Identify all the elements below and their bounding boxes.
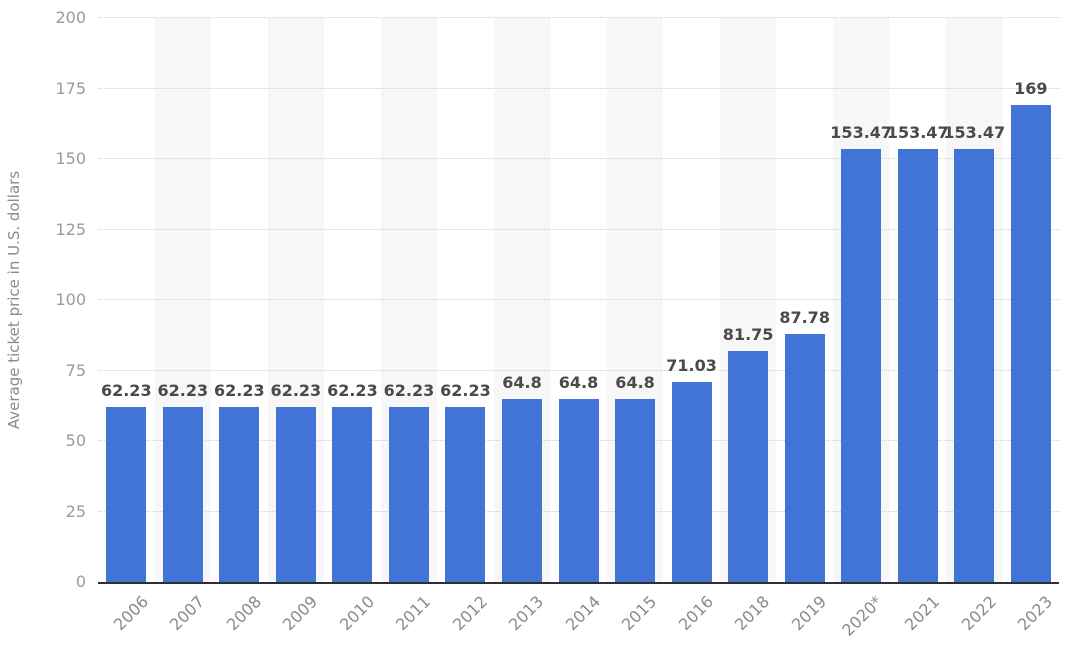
bar-2007[interactable] bbox=[162, 406, 203, 582]
y-tick-label-0: 0 bbox=[75, 572, 86, 591]
value-label-2018: 81.75 bbox=[722, 325, 774, 345]
gridline-175 bbox=[98, 87, 1059, 89]
x-tick-label-2012: 2012 bbox=[448, 592, 491, 635]
value-label-2007: 62.23 bbox=[157, 380, 209, 400]
gridline-100 bbox=[98, 299, 1059, 300]
x-tick-label-2021: 2021 bbox=[900, 592, 944, 635]
bar-2009[interactable] bbox=[275, 406, 316, 582]
bar-2010[interactable] bbox=[332, 406, 373, 582]
y-tick-label-150: 150 bbox=[55, 149, 86, 168]
x-tick-label-2016: 2016 bbox=[674, 592, 718, 635]
x-axis-line bbox=[98, 582, 1059, 584]
column-2013: 64.8 2013 bbox=[493, 18, 551, 634]
column-2016: 71.03 2016 bbox=[663, 18, 720, 635]
x-tick-label-2006: 2006 bbox=[109, 592, 152, 635]
columns: 62.23 2006 62.23 2007 62.23 2008 62.23 2009 62.2… bbox=[98, 18, 1060, 640]
column-2015: 64.8 2015 bbox=[606, 18, 664, 634]
column-2023: 169 2023 bbox=[1003, 18, 1060, 634]
column-2010: 62.23 2010 bbox=[324, 18, 381, 635]
value-label-2021: 153.47 bbox=[886, 123, 949, 143]
value-label-2019: 87.78 bbox=[779, 308, 830, 328]
column-2022: 153.47 2022 bbox=[943, 18, 1006, 634]
value-label-2008: 62.23 bbox=[214, 380, 265, 400]
column-2020*: 153.47 2020* bbox=[830, 18, 893, 640]
gridline-75 bbox=[98, 369, 1059, 371]
y-tick-label-75: 75 bbox=[65, 360, 86, 380]
bar-2020*[interactable] bbox=[841, 149, 882, 582]
x-tick-label-2022: 2022 bbox=[957, 592, 1000, 635]
x-tick-label-2014: 2014 bbox=[561, 592, 604, 635]
column-2006: 62.23 2006 bbox=[98, 18, 155, 635]
y-tick-label-25: 25 bbox=[65, 501, 86, 521]
gridline-125 bbox=[98, 228, 1059, 230]
bar-2019[interactable] bbox=[784, 334, 825, 582]
bar-2013[interactable] bbox=[501, 399, 542, 582]
column-2014: 64.8 2014 bbox=[550, 18, 607, 634]
value-label-2006: 62.23 bbox=[100, 380, 152, 400]
value-label-2013: 64.8 bbox=[502, 373, 542, 393]
column-2018: 81.75 2018 bbox=[719, 18, 777, 634]
y-tick-label-175: 175 bbox=[55, 78, 86, 98]
bar-2008[interactable] bbox=[219, 406, 260, 582]
bar-2014[interactable] bbox=[558, 399, 599, 582]
value-label-2011: 62.23 bbox=[383, 380, 435, 400]
value-label-2009: 62.23 bbox=[270, 380, 322, 400]
y-tick-label-125: 125 bbox=[55, 219, 86, 239]
x-tick-label-2013: 2013 bbox=[505, 592, 548, 635]
x-tick-label-2011: 2011 bbox=[392, 592, 435, 635]
bar-2006[interactable] bbox=[106, 406, 147, 582]
gridline-200 bbox=[98, 17, 1059, 18]
x-tick-label-2020*: 2020* bbox=[838, 592, 887, 640]
x-tick-label-2015: 2015 bbox=[618, 592, 661, 635]
x-tick-label-2007: 2007 bbox=[166, 592, 209, 635]
x-tick-label-2023: 2023 bbox=[1013, 592, 1057, 635]
bar-2021[interactable] bbox=[897, 149, 938, 582]
bar-2022[interactable] bbox=[954, 149, 995, 582]
column-2011: 62.23 2011 bbox=[380, 18, 438, 634]
y-axis-title: Average ticket price in U.S. dollars bbox=[5, 170, 23, 430]
y-tick-label-50: 50 bbox=[65, 431, 86, 450]
value-label-2014: 64.8 bbox=[558, 373, 599, 393]
bar-2023[interactable] bbox=[1010, 105, 1051, 582]
value-label-2012: 62.23 bbox=[440, 380, 491, 400]
x-tick-label-2019: 2019 bbox=[787, 592, 831, 635]
column-2009: 62.23 2009 bbox=[267, 18, 325, 634]
plot-area: 0 25 50 75 100 125 150 175 200 62.23 2006 62.23 2007… bbox=[55, 8, 1060, 640]
x-tick-label-2018: 2018 bbox=[731, 592, 774, 635]
value-label-2010: 62.23 bbox=[327, 380, 378, 400]
gridline-150 bbox=[98, 158, 1059, 159]
bar-2016[interactable] bbox=[671, 381, 712, 582]
value-label-2022: 153.47 bbox=[943, 123, 1006, 143]
value-label-2020*: 153.47 bbox=[830, 123, 893, 143]
value-label-2023: 169 bbox=[1014, 79, 1048, 99]
column-2007: 62.23 2007 bbox=[154, 18, 212, 634]
y-tick-label-200: 200 bbox=[55, 8, 86, 27]
x-tick-label-2008: 2008 bbox=[222, 592, 265, 635]
bar-2012[interactable] bbox=[445, 406, 486, 582]
bar-2018[interactable] bbox=[728, 351, 769, 582]
value-label-2015: 64.8 bbox=[615, 373, 655, 393]
x-tick-label-2010: 2010 bbox=[335, 592, 378, 635]
column-2019: 87.78 2019 bbox=[776, 18, 833, 634]
y-tick-label-100: 100 bbox=[55, 290, 86, 309]
x-tick-label-2009: 2009 bbox=[279, 592, 322, 635]
bar-2011[interactable] bbox=[388, 406, 429, 582]
column-2012: 62.23 2012 bbox=[437, 18, 494, 635]
value-label-2016: 71.03 bbox=[666, 355, 717, 375]
column-2008: 62.23 2008 bbox=[211, 18, 268, 635]
bar-2015[interactable] bbox=[615, 399, 656, 582]
column-2021: 153.47 2021 bbox=[886, 18, 949, 634]
